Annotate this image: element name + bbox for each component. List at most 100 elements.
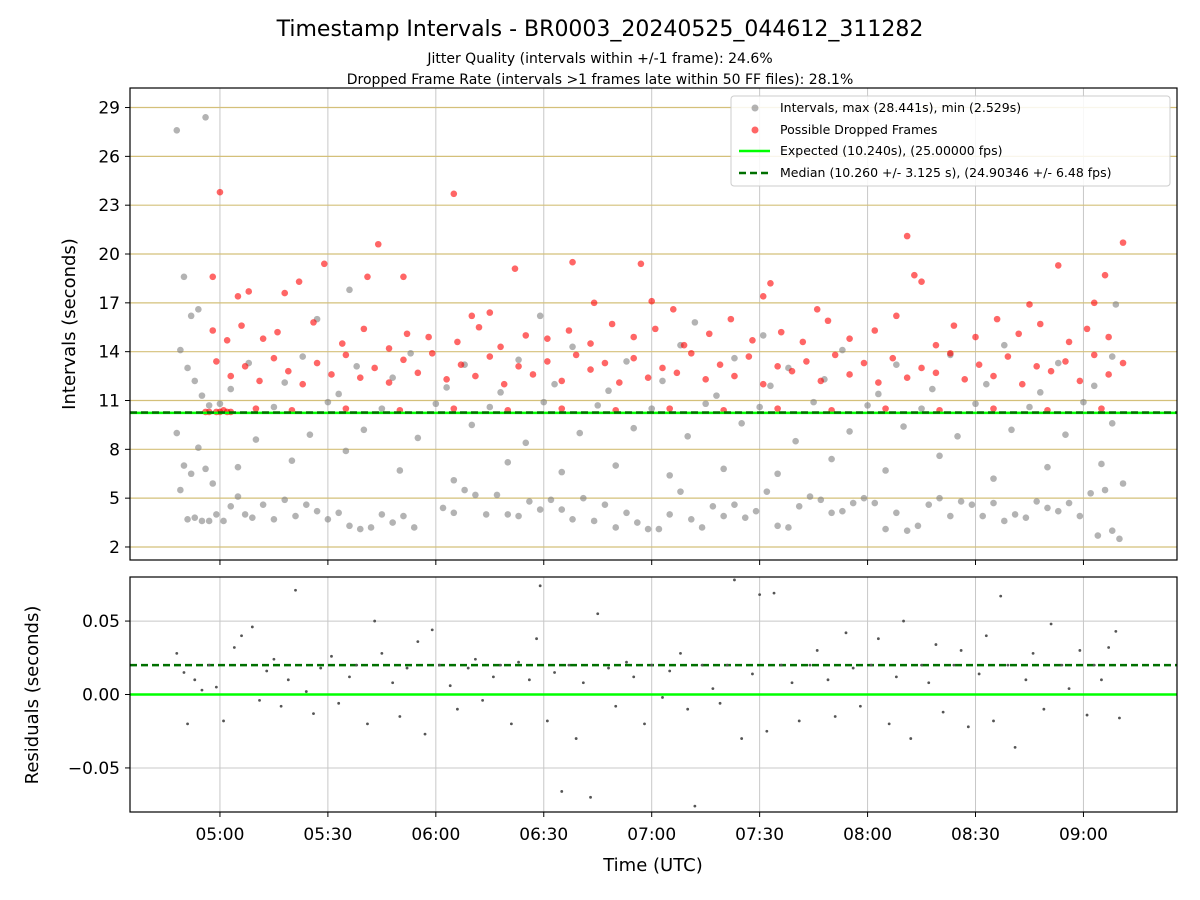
interval-point (569, 516, 576, 523)
bottom-reference-lines (130, 663, 1177, 696)
residual-point (509, 722, 513, 726)
dropped-frame-point (644, 374, 652, 382)
residual-point (909, 737, 913, 740)
top-y-tick-label: 26 (98, 147, 120, 167)
residual-point (772, 591, 776, 595)
residual-point (833, 715, 837, 718)
interval-point (875, 390, 882, 398)
interval-point (882, 467, 889, 474)
residual-point (272, 657, 276, 661)
dropped-frame-point (450, 190, 458, 198)
interval-point (882, 525, 889, 533)
dropped-frame-point (234, 293, 242, 300)
interval-point (684, 433, 691, 440)
interval-point (1033, 498, 1040, 505)
dropped-frame-point (669, 306, 677, 313)
dropped-frame-point (511, 265, 519, 272)
interval-point (536, 312, 544, 320)
dropped-frame-point (731, 372, 738, 380)
interval-point (576, 429, 584, 437)
dropped-frame-point (882, 405, 889, 412)
x-tick-label: 08:30 (951, 825, 1000, 845)
residual-point (984, 634, 988, 638)
interval-point (849, 499, 857, 507)
residual-point (992, 719, 995, 723)
residual-point (1092, 663, 1096, 667)
interval-point (1108, 353, 1116, 360)
interval-point (173, 429, 181, 437)
x-tick-label: 06:00 (411, 825, 460, 845)
interval-point (216, 400, 224, 408)
top-y-tick-label: 17 (98, 294, 120, 314)
dropped-frame-point (1065, 338, 1073, 346)
interval-point (346, 522, 353, 530)
dropped-frame-point (846, 371, 853, 378)
dropped-frame-point (259, 335, 267, 342)
interval-point (623, 358, 630, 365)
interval-point (698, 524, 706, 531)
residual-point (373, 619, 377, 623)
dropped-frame-point (238, 322, 245, 329)
interval-point (1108, 419, 1116, 427)
dropped-frame-point (486, 309, 494, 316)
residual-point (920, 663, 923, 667)
dropped-frame-point (414, 369, 422, 377)
interval-point (947, 512, 954, 520)
interval-point (1094, 532, 1102, 539)
interval-point (482, 511, 490, 518)
dropped-frame-point (328, 371, 335, 378)
dropped-frame-point (911, 271, 918, 279)
dropped-frame-point (608, 320, 616, 328)
residual-point (1100, 678, 1103, 682)
dropped-frame-point (1026, 301, 1033, 308)
interval-point (270, 403, 278, 411)
residual-point (398, 715, 402, 718)
top-y-tick-label: 20 (98, 245, 120, 265)
top-plot-frame (129, 87, 1178, 561)
residual-point (941, 710, 945, 714)
dropped-frame-point (223, 336, 231, 344)
interval-point (497, 389, 504, 396)
residual-point (751, 672, 754, 676)
interval-point (713, 392, 720, 399)
residual-point (959, 649, 963, 652)
dropped-frame-point (522, 332, 530, 339)
interval-point (936, 494, 943, 502)
interval-point (198, 392, 206, 399)
interval-point (1044, 504, 1051, 512)
dropped-frame-point (572, 351, 580, 359)
interval-point (792, 437, 799, 445)
residual-point (405, 666, 409, 670)
bottom-y-axis-label: Residuals (seconds) (22, 606, 43, 785)
dropped-frame-point (569, 258, 576, 266)
dropped-frame-point (216, 188, 224, 196)
residual-point (416, 640, 420, 644)
interval-point (893, 361, 900, 368)
interval-point (774, 522, 781, 530)
residual-point (567, 663, 571, 667)
dropped-frame-point (893, 312, 900, 320)
dropped-frame-point (1101, 271, 1109, 279)
dropped-frame-point (256, 377, 263, 385)
dropped-frame-point (1036, 320, 1044, 328)
interval-point (691, 319, 699, 326)
residual-point (186, 722, 189, 726)
interval-point (900, 423, 907, 430)
dropped-frame-point (245, 288, 253, 295)
residual-point (527, 678, 531, 682)
interval-point (335, 509, 342, 517)
interval-point (227, 502, 235, 510)
interval-point (612, 524, 620, 531)
dropped-frame-point (544, 358, 551, 365)
interval-point (666, 511, 673, 518)
dropped-frame-point (630, 354, 638, 362)
dropped-frame-point (385, 345, 393, 352)
residual-point (517, 660, 520, 664)
dropped-frame-point (1015, 330, 1022, 338)
interval-point (1011, 511, 1019, 518)
dropped-frame-point (515, 363, 522, 370)
interval-point (443, 384, 450, 391)
dropped-frame-point (425, 333, 432, 341)
dropped-frame-point (817, 377, 825, 385)
dropped-frame-point (630, 333, 638, 341)
